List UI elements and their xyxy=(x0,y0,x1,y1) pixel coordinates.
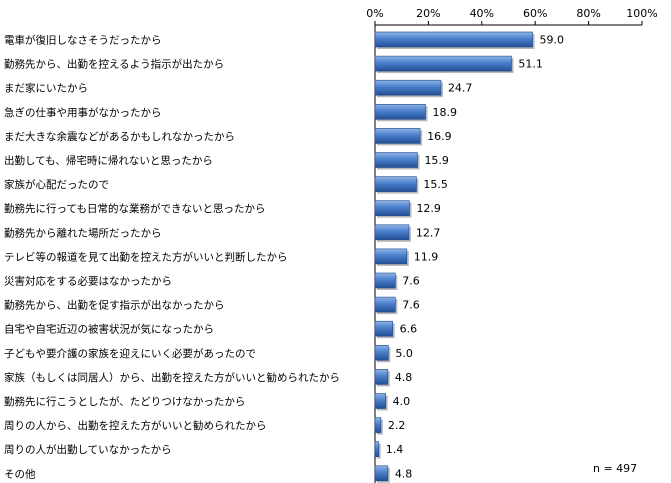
value-label: 15.9 xyxy=(424,154,449,167)
value-label: 18.9 xyxy=(432,106,457,119)
value-label: 4.8 xyxy=(395,371,413,384)
value-label: 5.0 xyxy=(395,347,413,360)
bar-row: 家族（もしくは同居人）から、出勤を控えた方がいいと勧められたから 4.8 xyxy=(4,369,413,387)
bar xyxy=(374,128,421,144)
x-tick-label: 80% xyxy=(576,7,600,20)
bar-row: 家族が心配だったので 15.5 xyxy=(4,176,448,194)
x-tick-label: 40% xyxy=(470,7,494,20)
x-tick-label: 20% xyxy=(416,7,440,20)
bar xyxy=(374,200,410,216)
bar xyxy=(374,31,533,48)
category-label: 勤務先に行っても日常的な業務ができないと思ったから xyxy=(4,202,265,215)
bar xyxy=(374,441,380,458)
x-axis-ticks: 0% 20% 40% 60% 80% 100% xyxy=(366,7,658,25)
bar-row: まだ大きな余震などがあるかもしれなかったから 16.9 xyxy=(4,128,452,146)
value-label: 11.9 xyxy=(414,250,439,263)
category-label: 勤務先に行こうとしたが、たどりつけなかったから xyxy=(4,395,245,408)
bar-row: 勤務先から、出勤を促す指示が出なかったから 7.6 xyxy=(4,296,420,315)
value-label: 12.7 xyxy=(416,226,441,239)
bar-row: まだ家にいたから 24.7 xyxy=(4,79,473,98)
bar xyxy=(374,248,408,265)
bar-row: 勤務先に行っても日常的な業務ができないと思ったから 12.9 xyxy=(4,200,441,218)
x-tick-label: 60% xyxy=(523,7,547,20)
category-label: 周りの人から、出勤を控えた方がいいと勧められたから xyxy=(4,419,267,432)
bar xyxy=(374,344,389,361)
category-label: まだ大きな余震などがあるかもしれなかったから xyxy=(4,130,235,143)
bar xyxy=(374,224,410,241)
bar xyxy=(374,296,396,313)
category-label: 自宅や自宅近辺の被害状況が気になったから xyxy=(4,323,214,336)
value-label: 24.7 xyxy=(448,82,473,95)
bar-row: 自宅や自宅近辺の被害状況が気になったから 6.6 xyxy=(4,320,418,339)
bar-row: 急ぎの仕事や用事がなかったから 18.9 xyxy=(4,104,457,122)
x-tick-label: 100% xyxy=(626,7,657,20)
bar-row: 周りの人から、出勤を控えた方がいいと勧められたから 2.2 xyxy=(4,417,406,435)
value-label: 51.1 xyxy=(518,58,543,71)
value-label: 1.4 xyxy=(386,443,404,456)
bar xyxy=(374,393,386,409)
category-label: 勤務先から離れた場所だったから xyxy=(4,226,162,239)
value-label: 59.0 xyxy=(540,34,565,47)
bar-row: テレビ等の報道を見て出勤を控えた方がいいと判断したから 11.9 xyxy=(4,248,439,266)
bar xyxy=(374,79,442,96)
category-label: 家族（もしくは同居人）から、出勤を控えた方がいいと勧められたから xyxy=(4,371,340,384)
bar xyxy=(374,176,417,192)
category-label: まだ家にいたから xyxy=(4,82,88,95)
category-label: 周りの人が出勤していなかったから xyxy=(4,443,172,456)
category-label: テレビ等の報道を見て出勤を控えた方がいいと判断したから xyxy=(4,250,288,263)
value-label: 12.9 xyxy=(416,202,441,215)
bar-row: 勤務先から離れた場所だったから 12.7 xyxy=(4,224,441,242)
value-label: 7.6 xyxy=(402,299,420,312)
category-label: 子どもや要介護の家族を迎えにいく必要があったので xyxy=(4,347,256,360)
value-label: 4.0 xyxy=(393,395,411,408)
bar-row: 災害対応をする必要はなかったから 7.6 xyxy=(4,272,420,290)
value-label: 15.5 xyxy=(423,178,448,191)
sample-size-note: n = 497 xyxy=(593,462,637,475)
bar-row: その他 4.8 xyxy=(4,465,413,483)
value-label: 6.6 xyxy=(400,323,418,336)
category-label: 災害対応をする必要はなかったから xyxy=(4,275,172,288)
bar xyxy=(374,465,389,482)
value-label: 4.8 xyxy=(395,467,413,480)
value-label: 7.6 xyxy=(402,275,420,288)
category-label: 出勤しても、帰宅時に帰れないと思ったから xyxy=(4,154,213,167)
bar-row: 出勤しても、帰宅時に帰れないと思ったから 15.9 xyxy=(4,152,449,170)
bar xyxy=(374,369,389,385)
bar-row: 勤務先に行こうとしたが、たどりつけなかったから 4.0 xyxy=(4,393,411,411)
category-label: 急ぎの仕事や用事がなかったから xyxy=(4,106,162,119)
bar xyxy=(374,152,418,168)
bar-row: 勤務先から、出勤を控えるよう指示が出たから 51.1 xyxy=(4,55,543,74)
category-label: 家族が心配だったので xyxy=(4,178,109,191)
value-label: 2.2 xyxy=(388,419,406,432)
bar xyxy=(374,417,382,433)
bar-row: 周りの人が出勤していなかったから 1.4 xyxy=(4,441,404,459)
bar xyxy=(374,272,396,289)
category-label: 勤務先から、出勤を促す指示が出なかったから xyxy=(4,299,225,312)
bar xyxy=(374,55,512,72)
bar xyxy=(374,320,393,337)
category-label: その他 xyxy=(4,467,36,480)
category-label: 勤務先から、出勤を控えるよう指示が出たから xyxy=(4,58,224,71)
x-tick-label: 0% xyxy=(366,7,383,20)
bar-row: 子どもや要介護の家族を迎えにいく必要があったので 5.0 xyxy=(4,344,413,363)
value-label: 16.9 xyxy=(427,130,452,143)
bar xyxy=(374,104,426,120)
category-label: 電車が復旧しなさそうだったから xyxy=(4,34,162,47)
bar-row: 電車が復旧しなさそうだったから 59.0 xyxy=(4,31,565,49)
bar-rows: 電車が復旧しなさそうだったから 59.0 勤務先から、出勤を控えるよう指示が出たから… xyxy=(4,31,565,483)
